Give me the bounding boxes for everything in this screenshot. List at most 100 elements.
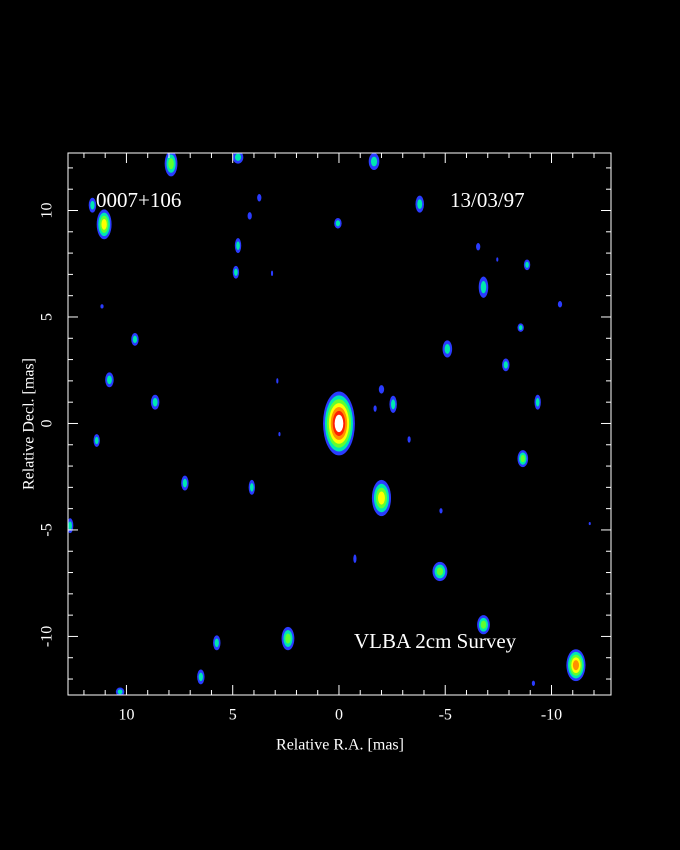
plot-frame	[67, 152, 612, 696]
source-contour	[480, 281, 487, 294]
source	[213, 635, 221, 651]
source-contour	[444, 344, 451, 354]
source-contour	[520, 454, 526, 463]
source	[478, 276, 489, 298]
source	[247, 212, 252, 220]
source	[439, 508, 443, 514]
source	[278, 431, 281, 437]
source	[371, 479, 392, 517]
source-contour	[234, 153, 242, 161]
source-contour	[391, 399, 396, 410]
source-contour	[101, 218, 107, 230]
source-outline	[407, 436, 411, 443]
source	[88, 197, 97, 213]
y-tick-label: 10	[39, 203, 56, 219]
source	[534, 394, 541, 410]
source	[523, 259, 531, 271]
source-outline	[278, 431, 281, 437]
source	[378, 385, 385, 394]
source-contour	[334, 414, 344, 433]
source-contour	[106, 375, 112, 385]
source	[232, 153, 244, 164]
source-contour	[236, 241, 240, 250]
y-tick-label: 0	[39, 419, 56, 427]
source-contour	[518, 325, 523, 331]
source	[270, 270, 274, 276]
source-outline	[257, 193, 262, 202]
source-outline	[378, 385, 385, 394]
source-contour	[436, 567, 444, 576]
source	[164, 153, 178, 177]
source	[517, 323, 524, 332]
source-contour	[198, 672, 203, 682]
source-contour	[94, 436, 99, 445]
source	[557, 301, 563, 308]
source-contour	[182, 478, 188, 488]
source	[197, 669, 205, 685]
source-contour	[378, 491, 385, 505]
source-contour	[525, 261, 529, 268]
source-contour	[335, 220, 341, 227]
source	[68, 518, 74, 534]
source	[588, 521, 591, 526]
source	[502, 358, 510, 372]
source	[323, 391, 355, 456]
source	[131, 332, 139, 346]
source	[334, 217, 342, 229]
source-outline	[496, 257, 499, 262]
source	[353, 554, 357, 563]
x-tick-label: 0	[335, 707, 343, 724]
source	[181, 475, 189, 491]
source-outline	[476, 242, 481, 251]
source	[96, 209, 112, 240]
source-contour	[285, 633, 291, 644]
source-outline	[373, 405, 377, 412]
y-tick-label: -5	[39, 523, 56, 536]
source	[105, 372, 114, 388]
source	[432, 561, 448, 582]
source-outline	[247, 212, 252, 220]
source-outline	[531, 680, 536, 686]
source	[234, 238, 242, 254]
source	[517, 450, 529, 468]
source	[476, 242, 481, 251]
x-axis-label: Relative R.A. [mas]	[276, 737, 404, 754]
source	[531, 680, 536, 686]
x-tick-label: -5	[439, 707, 452, 724]
source-contour	[250, 483, 254, 492]
source	[93, 434, 100, 447]
y-tick-label: 5	[39, 313, 56, 321]
source	[477, 615, 490, 635]
source-contour	[572, 660, 579, 671]
y-tick-label: -10	[39, 626, 56, 647]
y-axis-label: Relative Decl. [mas]	[21, 358, 38, 490]
source-contour	[152, 397, 158, 407]
x-tick-label: 10	[118, 707, 134, 724]
source-outline	[557, 301, 563, 308]
source	[368, 153, 380, 171]
source	[248, 479, 256, 495]
source	[415, 195, 424, 213]
source	[407, 436, 411, 443]
source-outline	[439, 508, 443, 514]
source-contour	[417, 199, 423, 210]
source-outline	[270, 270, 274, 276]
source-contour	[234, 268, 238, 276]
source	[373, 405, 377, 412]
survey-label: VLBA 2cm Survey	[354, 629, 517, 653]
source-outline	[353, 554, 357, 563]
x-tick-label: 5	[229, 707, 237, 724]
source-contour	[214, 638, 219, 648]
source-contour	[90, 200, 95, 210]
source-contour	[117, 689, 123, 695]
source-outline	[588, 521, 591, 526]
source	[496, 257, 499, 262]
source	[257, 193, 262, 202]
source-contour	[132, 335, 138, 344]
source-name: 0007+106	[96, 188, 181, 212]
source-contour	[168, 158, 174, 170]
source	[566, 649, 586, 682]
source	[100, 304, 104, 309]
